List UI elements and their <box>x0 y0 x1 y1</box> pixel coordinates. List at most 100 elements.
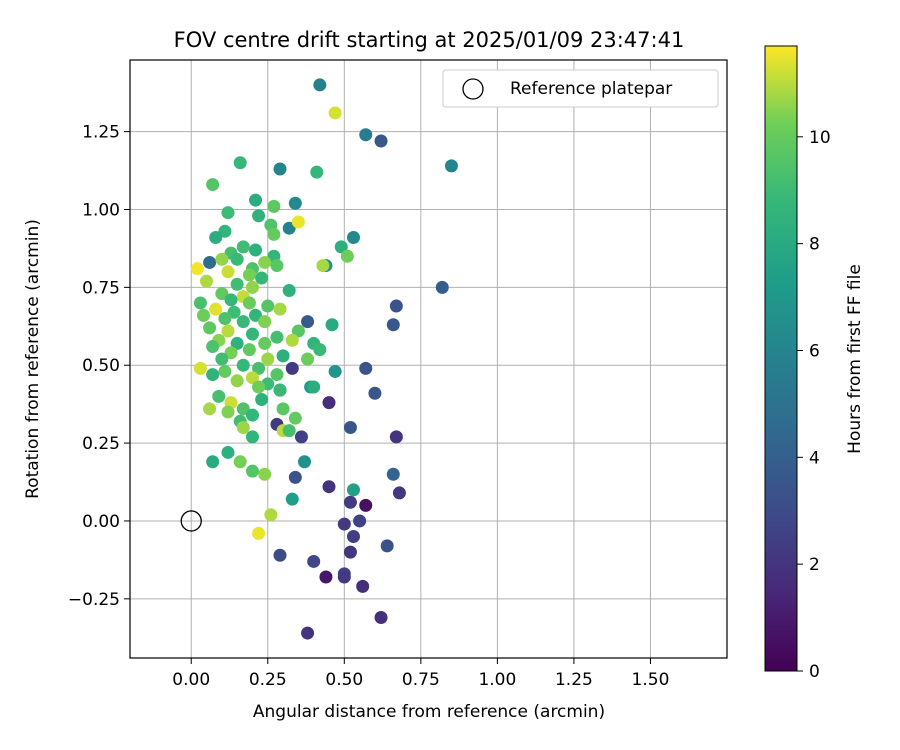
data-point <box>203 402 217 416</box>
chart-title: FOV centre drift starting at 2025/01/09 … <box>174 28 685 52</box>
x-tick-label: 0.75 <box>402 670 440 690</box>
reference-marker <box>180 510 202 532</box>
legend-box <box>442 69 719 108</box>
y-tick-label: 1.00 <box>82 201 120 221</box>
data-point <box>380 539 394 553</box>
data-point <box>230 336 244 350</box>
legend: Reference platepar <box>442 69 719 108</box>
x-tick-label: 0.50 <box>325 670 363 690</box>
colorbar-tick-label: 0 <box>809 662 820 682</box>
data-point <box>236 402 250 416</box>
colorbar-tick-label: 2 <box>809 555 820 575</box>
data-point <box>353 514 367 528</box>
data-point <box>389 299 403 313</box>
data-point <box>273 548 287 562</box>
data-point <box>209 231 223 245</box>
data-point <box>444 159 458 173</box>
data-point <box>282 221 296 235</box>
data-point <box>276 349 290 363</box>
y-axis-label: Rotation from reference (arcmin) <box>23 219 43 499</box>
data-point <box>245 327 259 341</box>
data-point <box>224 346 238 360</box>
data-point <box>221 324 235 338</box>
data-point <box>337 570 351 584</box>
data-point <box>212 389 226 403</box>
data-point <box>282 424 296 438</box>
data-point <box>346 483 360 497</box>
x-axis-ticks: 0.00 0.25 0.50 0.75 1.00 1.25 1.50 <box>172 658 669 690</box>
data-point <box>291 324 305 338</box>
data-point <box>221 206 235 220</box>
data-point <box>242 268 256 282</box>
data-point <box>267 227 281 241</box>
data-point <box>200 274 214 288</box>
data-point <box>193 361 207 375</box>
colorbar-gradient <box>764 45 798 672</box>
y-tick-label: 0.75 <box>82 278 120 298</box>
data-point <box>230 252 244 266</box>
data-point <box>294 430 308 444</box>
data-point <box>233 455 247 469</box>
data-point <box>249 243 263 257</box>
data-point <box>261 352 275 366</box>
data-point <box>236 421 250 435</box>
data-point <box>337 517 351 531</box>
data-point <box>368 386 382 400</box>
data-point <box>245 408 259 422</box>
data-point <box>267 199 281 213</box>
data-point <box>301 315 315 329</box>
data-point <box>359 361 373 375</box>
data-point <box>258 336 272 350</box>
colorbar-label: Hours from first FF file <box>845 264 865 454</box>
y-tick-label: −0.25 <box>68 590 120 610</box>
data-point <box>233 156 247 170</box>
data-point <box>328 106 342 120</box>
data-point <box>291 215 305 229</box>
legend-marker <box>462 78 484 100</box>
data-point <box>386 467 400 481</box>
data-point <box>249 193 263 207</box>
colorbar-tick-label: 10 <box>809 128 831 148</box>
colorbar-tick-label: 4 <box>809 448 820 468</box>
data-point <box>273 162 287 176</box>
data-point <box>307 554 321 568</box>
data-points <box>190 78 458 640</box>
data-point <box>221 405 235 419</box>
x-tick-label: 1.00 <box>478 670 516 690</box>
data-point <box>282 283 296 297</box>
data-point <box>322 396 336 410</box>
data-point <box>343 495 357 509</box>
data-point <box>273 383 287 397</box>
data-point <box>346 530 360 544</box>
data-point <box>236 315 250 329</box>
data-point <box>334 240 348 254</box>
data-point <box>252 526 266 540</box>
data-point <box>206 340 220 354</box>
data-point <box>206 368 220 382</box>
colorbar-ticks: 0 2 4 6 8 10 <box>797 128 831 682</box>
data-point <box>298 455 312 469</box>
data-point <box>316 259 330 273</box>
data-point <box>236 358 250 372</box>
data-point <box>374 611 388 625</box>
data-point <box>346 231 360 245</box>
y-tick-label: 0.50 <box>82 356 120 376</box>
data-point <box>264 508 278 522</box>
data-point <box>255 392 269 406</box>
data-point <box>258 315 272 329</box>
data-point <box>313 343 327 357</box>
data-point <box>285 333 299 347</box>
data-point <box>245 280 259 294</box>
data-point <box>389 430 403 444</box>
data-point <box>386 318 400 332</box>
grid-lines <box>130 60 727 658</box>
data-point <box>374 134 388 148</box>
data-point <box>252 380 266 394</box>
data-point <box>343 545 357 559</box>
data-point <box>221 265 235 279</box>
data-point <box>230 277 244 291</box>
data-point <box>245 464 259 478</box>
colorbar-tick-label: 8 <box>809 235 820 255</box>
colorbar-tick-label: 6 <box>809 341 820 361</box>
data-point <box>218 312 232 326</box>
